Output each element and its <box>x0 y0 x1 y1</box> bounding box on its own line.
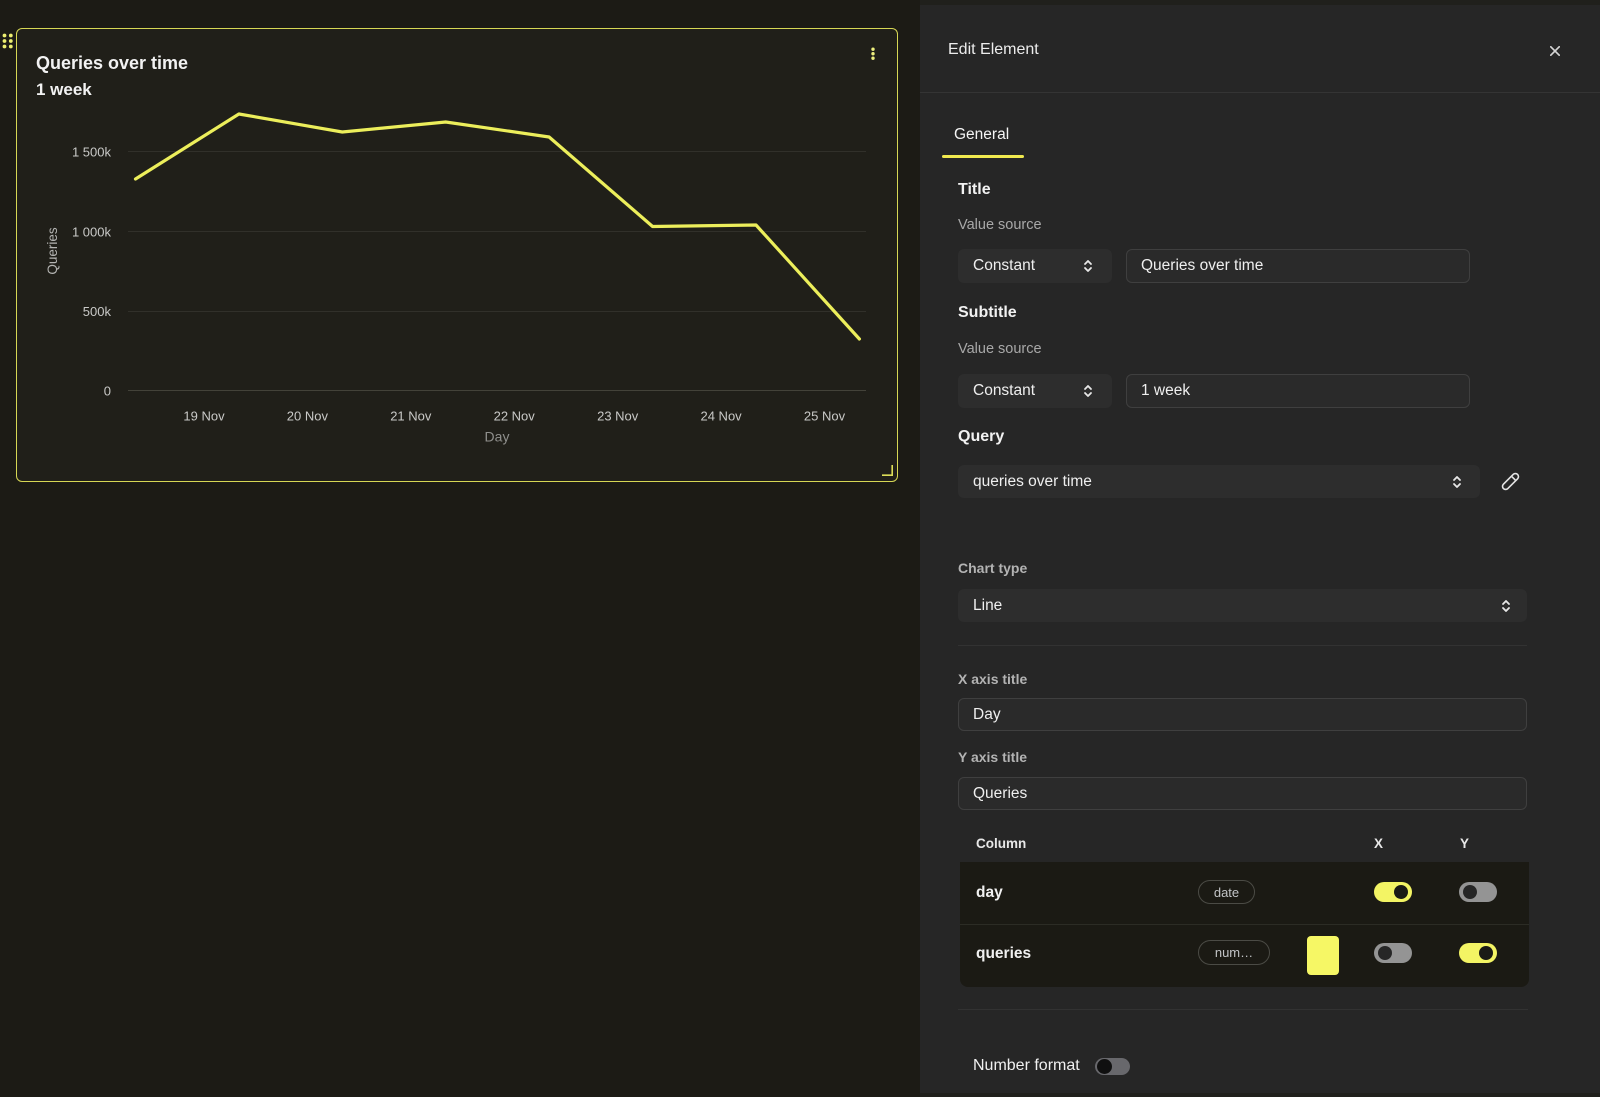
svg-text:1 000k: 1 000k <box>72 225 112 240</box>
svg-text:25 Nov: 25 Nov <box>804 409 846 424</box>
svg-text:21 Nov: 21 Nov <box>390 409 432 424</box>
svg-text:Day: Day <box>485 429 510 445</box>
svg-text:500k: 500k <box>83 304 112 319</box>
svg-text:23 Nov: 23 Nov <box>597 409 639 424</box>
svg-text:20 Nov: 20 Nov <box>287 409 329 424</box>
svg-text:1 500k: 1 500k <box>72 145 112 160</box>
svg-text:Queries: Queries <box>45 227 60 275</box>
svg-text:24 Nov: 24 Nov <box>700 409 742 424</box>
svg-text:0: 0 <box>104 384 111 399</box>
svg-text:22 Nov: 22 Nov <box>494 409 536 424</box>
svg-text:19 Nov: 19 Nov <box>183 409 225 424</box>
